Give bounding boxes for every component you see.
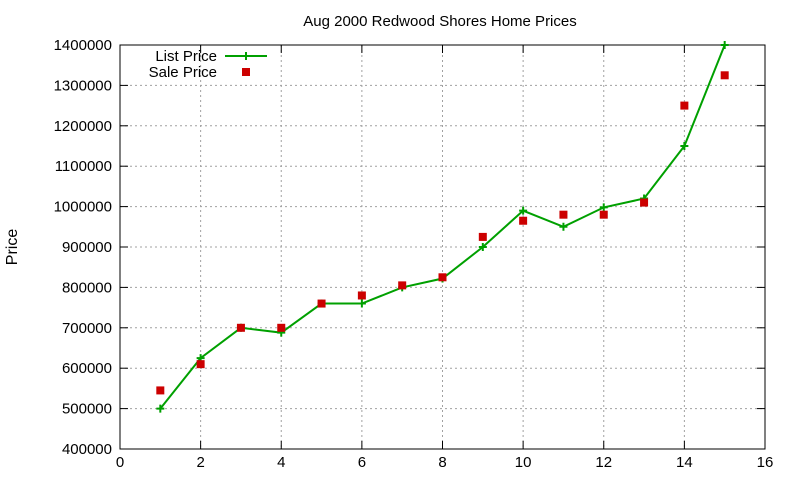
sale-price-point <box>317 299 326 308</box>
list-price-point <box>720 41 729 49</box>
grid-lines <box>120 45 765 449</box>
x-tick-label: 6 <box>358 454 366 471</box>
y-tick-label: 1100000 <box>55 158 112 175</box>
sale-price-point <box>196 360 205 369</box>
sale-price-point <box>236 323 245 332</box>
x-tick-label: 12 <box>595 454 612 471</box>
y-tick-label: 900000 <box>62 239 112 256</box>
y-tick-label: 700000 <box>62 320 112 337</box>
y-tick-label: 1200000 <box>54 118 112 135</box>
sale-price-point <box>438 273 447 282</box>
sale-price-point <box>680 101 689 110</box>
legend-label-list-price: List Price <box>155 48 217 65</box>
list-price-point <box>519 206 528 215</box>
sale-price-point <box>559 210 568 219</box>
list-price-point <box>478 243 487 251</box>
sale-price-point <box>398 281 407 290</box>
y-tick-label: 500000 <box>62 401 112 418</box>
sale-price-point <box>720 71 729 80</box>
legend-marker-list-price <box>242 52 250 60</box>
series-layer <box>156 41 729 413</box>
y-tick-label: 1000000 <box>54 199 112 216</box>
x-tick-label: 14 <box>676 454 693 471</box>
legend-marker-sale-price <box>242 68 250 76</box>
list-price-point <box>357 299 366 308</box>
sale-price-point <box>640 198 649 207</box>
sale-price-point <box>519 216 528 225</box>
x-tick-label: 10 <box>515 454 532 471</box>
list-price-point <box>559 222 568 231</box>
y-tick-label: 800000 <box>62 279 112 296</box>
sale-price-point <box>156 386 165 395</box>
chart-title: Aug 2000 Redwood Shores Home Prices <box>303 13 577 30</box>
x-tick-label: 4 <box>277 454 285 471</box>
sale-price-point <box>599 210 608 219</box>
y-tick-label: 600000 <box>62 360 112 377</box>
x-tick-label: 2 <box>196 454 204 471</box>
x-tick-label: 16 <box>757 454 774 471</box>
sale-price-point <box>478 232 487 241</box>
y-axis-label: Price <box>4 229 21 266</box>
sale-price-point <box>357 291 366 300</box>
list-price-point <box>156 404 165 413</box>
y-tick-label: 1300000 <box>54 77 112 94</box>
legend-label-sale-price: Sale Price <box>149 64 217 81</box>
sale-price-point <box>277 323 286 332</box>
y-tick-label: 1400000 <box>54 37 112 54</box>
axis-ticks: 0 2 4 6 8 10 12 14 16 400000 500000 600000 700000 800… <box>54 37 774 471</box>
x-tick-label: 8 <box>438 454 446 471</box>
list-price-point <box>599 203 608 212</box>
y-tick-label: 400000 <box>62 441 112 458</box>
x-tick-label: 0 <box>116 454 124 471</box>
list-price-point <box>680 142 689 150</box>
